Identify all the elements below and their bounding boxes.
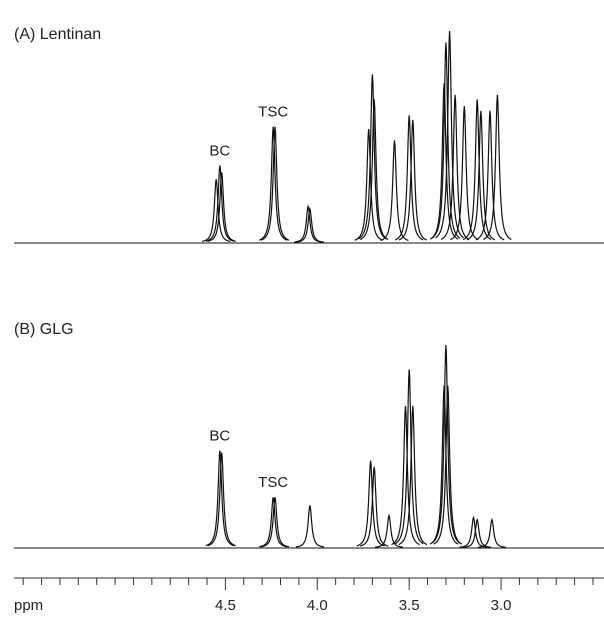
peak-annotation: TSC: [258, 104, 288, 121]
peak: [435, 30, 464, 239]
peak: [207, 452, 236, 547]
peak-annotation: TSC: [258, 474, 288, 491]
peak: [431, 344, 461, 544]
peak: [295, 206, 325, 243]
x-tick-label: 3.5: [399, 597, 420, 614]
peak-annotation: BC: [209, 428, 230, 445]
peak: [258, 126, 288, 241]
peak: [394, 115, 424, 241]
peak: [201, 179, 231, 243]
peak: [391, 405, 420, 546]
peak: [295, 505, 325, 548]
panel-title: (A) Lentinan: [14, 26, 101, 43]
peak: [205, 450, 235, 547]
peak: [360, 466, 389, 547]
peak: [463, 517, 492, 548]
peak: [459, 515, 488, 548]
peak: [205, 165, 235, 242]
peak: [260, 126, 290, 241]
peak: [207, 172, 236, 242]
x-axis-label: ppm: [14, 597, 43, 614]
peak: [477, 517, 506, 548]
peak: [440, 94, 470, 240]
peak: [431, 42, 461, 239]
peak: [358, 74, 387, 240]
x-tick-label: 4.5: [215, 597, 236, 614]
peak: [356, 460, 385, 547]
peak: [375, 513, 403, 548]
peak: [359, 99, 389, 241]
peak: [466, 110, 496, 241]
peak: [354, 128, 383, 241]
peak: [433, 385, 463, 545]
peak: [398, 119, 428, 241]
peak: [294, 204, 323, 243]
peak: [450, 106, 479, 241]
peak: [483, 94, 512, 240]
peak: [260, 497, 290, 548]
peak: [259, 497, 288, 548]
peak: [475, 110, 505, 241]
x-tick-label: 3.0: [491, 597, 512, 614]
panel-title: (B) GLG: [14, 321, 74, 338]
peak: [394, 369, 424, 545]
x-tick-label: 4.0: [307, 597, 328, 614]
peak: [462, 99, 492, 241]
peak: [380, 140, 409, 242]
peak-annotation: BC: [209, 142, 230, 159]
peak: [398, 405, 428, 546]
